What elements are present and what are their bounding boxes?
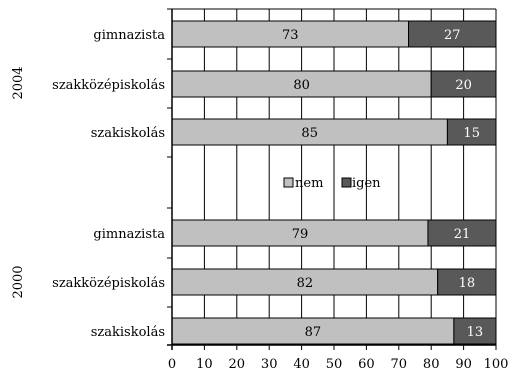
legend-label-nem: nem bbox=[295, 176, 323, 191]
bars-layer bbox=[171, 20, 497, 345]
category-label-2000-2: szakiskolás bbox=[91, 325, 165, 340]
bar-2000-1-igen bbox=[437, 268, 497, 296]
legend: nem igen bbox=[283, 176, 381, 191]
data-label-2004-0-nem: 73 bbox=[282, 28, 299, 43]
legend-swatch-igen bbox=[341, 177, 352, 188]
x-tick-label-60: 60 bbox=[358, 357, 375, 372]
data-label-2004-1-nem: 80 bbox=[293, 78, 310, 93]
group-label-2004: 2004 bbox=[11, 66, 26, 99]
x-tick-label-20: 20 bbox=[229, 357, 246, 372]
group-label-2000: 2000 bbox=[11, 265, 26, 298]
frame-layer bbox=[167, 8, 497, 350]
x-tick-label-100: 100 bbox=[484, 357, 509, 372]
bar-2000-2-nem bbox=[171, 317, 455, 345]
labels-layer: 2004 73 27 gimnazista 80 20 szakközépiskolás 85… bbox=[11, 28, 508, 372]
data-label-2000-0-nem: 79 bbox=[292, 227, 309, 242]
x-tick-label-80: 80 bbox=[423, 357, 440, 372]
bar-2000-0-igen bbox=[427, 219, 497, 247]
x-tick-label-50: 50 bbox=[326, 357, 343, 372]
data-label-2004-0-igen: 27 bbox=[444, 28, 461, 43]
x-tick-label-10: 10 bbox=[196, 357, 213, 372]
x-tick-label-40: 40 bbox=[293, 357, 310, 372]
data-label-2000-0-igen: 21 bbox=[454, 227, 471, 242]
x-tick-label-30: 30 bbox=[261, 357, 278, 372]
x-tick-label-90: 90 bbox=[455, 357, 472, 372]
category-label-2004-0: gimnazista bbox=[93, 28, 165, 43]
data-label-2000-1-nem: 82 bbox=[297, 276, 314, 291]
category-label-2000-1: szakközépiskolás bbox=[52, 276, 165, 291]
category-label-2000-0: gimnazista bbox=[93, 227, 165, 242]
category-label-2004-1: szakközépiskolás bbox=[52, 78, 165, 93]
legend-swatch-nem bbox=[283, 177, 294, 188]
data-label-2004-2-nem: 85 bbox=[301, 126, 318, 141]
data-label-2000-2-igen: 13 bbox=[467, 325, 484, 340]
data-label-2004-1-igen: 20 bbox=[455, 78, 472, 93]
bar-2000-2-igen bbox=[453, 317, 497, 345]
legend-label-igen: igen bbox=[352, 176, 381, 191]
category-label-2004-2: szakiskolás bbox=[91, 126, 165, 141]
data-label-2004-2-igen: 15 bbox=[463, 126, 480, 141]
data-label-2000-1-igen: 18 bbox=[459, 276, 476, 291]
bar-2004-2-igen bbox=[446, 118, 497, 146]
data-label-2000-2-nem: 87 bbox=[305, 325, 322, 340]
x-tick-label-70: 70 bbox=[391, 357, 408, 372]
x-tick-label-0: 0 bbox=[168, 357, 176, 372]
